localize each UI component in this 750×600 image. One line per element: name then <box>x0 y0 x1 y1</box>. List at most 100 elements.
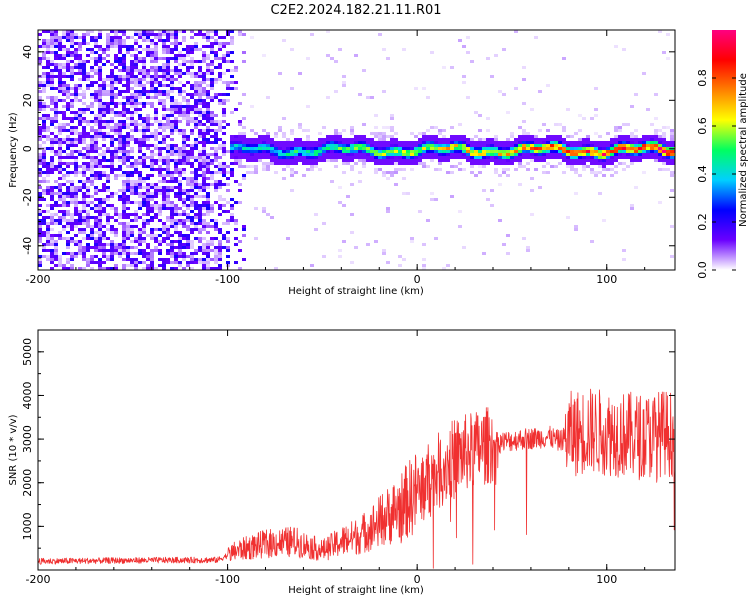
heatmap-cell <box>502 147 506 150</box>
heatmap-cell <box>586 138 590 141</box>
heatmap-cell <box>38 204 42 207</box>
heatmap-cell <box>302 129 306 132</box>
heatmap-cell <box>46 114 50 117</box>
heatmap-cell <box>90 267 94 270</box>
heatmap-cell <box>422 153 426 156</box>
heatmap-cell <box>154 216 158 219</box>
heatmap-cell <box>662 126 666 129</box>
heatmap-cell <box>214 132 218 135</box>
heatmap-cell <box>46 189 50 192</box>
heatmap-cell <box>54 51 58 54</box>
heatmap-cell <box>54 39 58 42</box>
spectrogram-x-tick-label: -200 <box>26 273 51 286</box>
heatmap-cell <box>114 192 118 195</box>
heatmap-cell <box>198 186 202 189</box>
heatmap-cell <box>50 189 54 192</box>
heatmap-cell <box>642 156 646 159</box>
heatmap-cell <box>470 162 474 165</box>
heatmap-cell <box>90 36 94 39</box>
heatmap-cell <box>586 153 590 156</box>
heatmap-cell <box>98 243 102 246</box>
heatmap-cell <box>458 225 462 228</box>
heatmap-cell <box>174 210 178 213</box>
heatmap-cell <box>142 36 146 39</box>
heatmap-cell <box>66 60 70 63</box>
heatmap-cell <box>150 159 154 162</box>
heatmap-cell <box>210 171 214 174</box>
heatmap-cell <box>234 228 238 231</box>
heatmap-cell <box>598 150 602 153</box>
heatmap-cell <box>190 93 194 96</box>
heatmap-cell <box>38 132 42 135</box>
heatmap-cell <box>294 144 298 147</box>
heatmap-cell <box>162 141 166 144</box>
heatmap-cell <box>234 237 238 240</box>
heatmap-cell <box>118 249 122 252</box>
heatmap-cell <box>198 237 202 240</box>
heatmap-cell <box>186 195 190 198</box>
heatmap-cell <box>98 57 102 60</box>
heatmap-cell <box>398 255 402 258</box>
heatmap-cell <box>42 105 46 108</box>
heatmap-cell <box>358 153 362 156</box>
heatmap-cell <box>86 153 90 156</box>
heatmap-cell <box>234 141 238 144</box>
heatmap-cell <box>474 150 478 153</box>
heatmap-cell <box>134 168 138 171</box>
heatmap-cell <box>222 120 226 123</box>
heatmap-cell <box>126 84 130 87</box>
heatmap-cell <box>86 249 90 252</box>
heatmap-cell <box>490 144 494 147</box>
heatmap-cell <box>542 156 546 159</box>
heatmap-cell <box>70 33 74 36</box>
heatmap-cell <box>106 123 110 126</box>
heatmap-cell <box>114 213 118 216</box>
heatmap-cell <box>126 90 130 93</box>
heatmap-cell <box>334 135 338 138</box>
heatmap-cell <box>622 168 626 171</box>
heatmap-cell <box>218 123 222 126</box>
heatmap-cell <box>534 153 538 156</box>
heatmap-cell <box>50 234 54 237</box>
heatmap-cell <box>102 135 106 138</box>
heatmap-cell <box>598 153 602 156</box>
heatmap-cell <box>98 201 102 204</box>
heatmap-cell <box>94 198 98 201</box>
heatmap-cell <box>198 132 202 135</box>
heatmap-cell <box>186 150 190 153</box>
heatmap-cell <box>422 264 426 267</box>
heatmap-cell <box>486 198 490 201</box>
heatmap-cell <box>66 189 70 192</box>
heatmap-cell <box>194 45 198 48</box>
heatmap-cell <box>238 249 242 252</box>
heatmap-cell <box>670 150 674 153</box>
heatmap-cell <box>170 87 174 90</box>
heatmap-cell <box>230 111 234 114</box>
heatmap-cell <box>154 48 158 51</box>
heatmap-cell <box>54 30 58 33</box>
heatmap-cell <box>138 192 142 195</box>
heatmap-cell <box>506 252 510 255</box>
heatmap-cell <box>242 60 246 63</box>
heatmap-cell <box>406 162 410 165</box>
heatmap-cell <box>98 267 102 270</box>
heatmap-cell <box>218 168 222 171</box>
heatmap-cell <box>614 159 618 162</box>
heatmap-cell <box>370 156 374 159</box>
heatmap-cell <box>174 177 178 180</box>
heatmap-cell <box>86 105 90 108</box>
heatmap-cell <box>70 222 74 225</box>
heatmap-cell <box>130 180 134 183</box>
heatmap-cell <box>314 228 318 231</box>
heatmap-cell <box>546 162 550 165</box>
heatmap-cell <box>142 198 146 201</box>
heatmap-cell <box>258 144 262 147</box>
heatmap-cell <box>114 96 118 99</box>
heatmap-cell <box>54 153 58 156</box>
heatmap-cell <box>70 267 74 270</box>
heatmap-cell <box>118 168 122 171</box>
heatmap-cell <box>442 144 446 147</box>
heatmap-cell <box>154 57 158 60</box>
heatmap-cell <box>146 39 150 42</box>
heatmap-cell <box>38 171 42 174</box>
